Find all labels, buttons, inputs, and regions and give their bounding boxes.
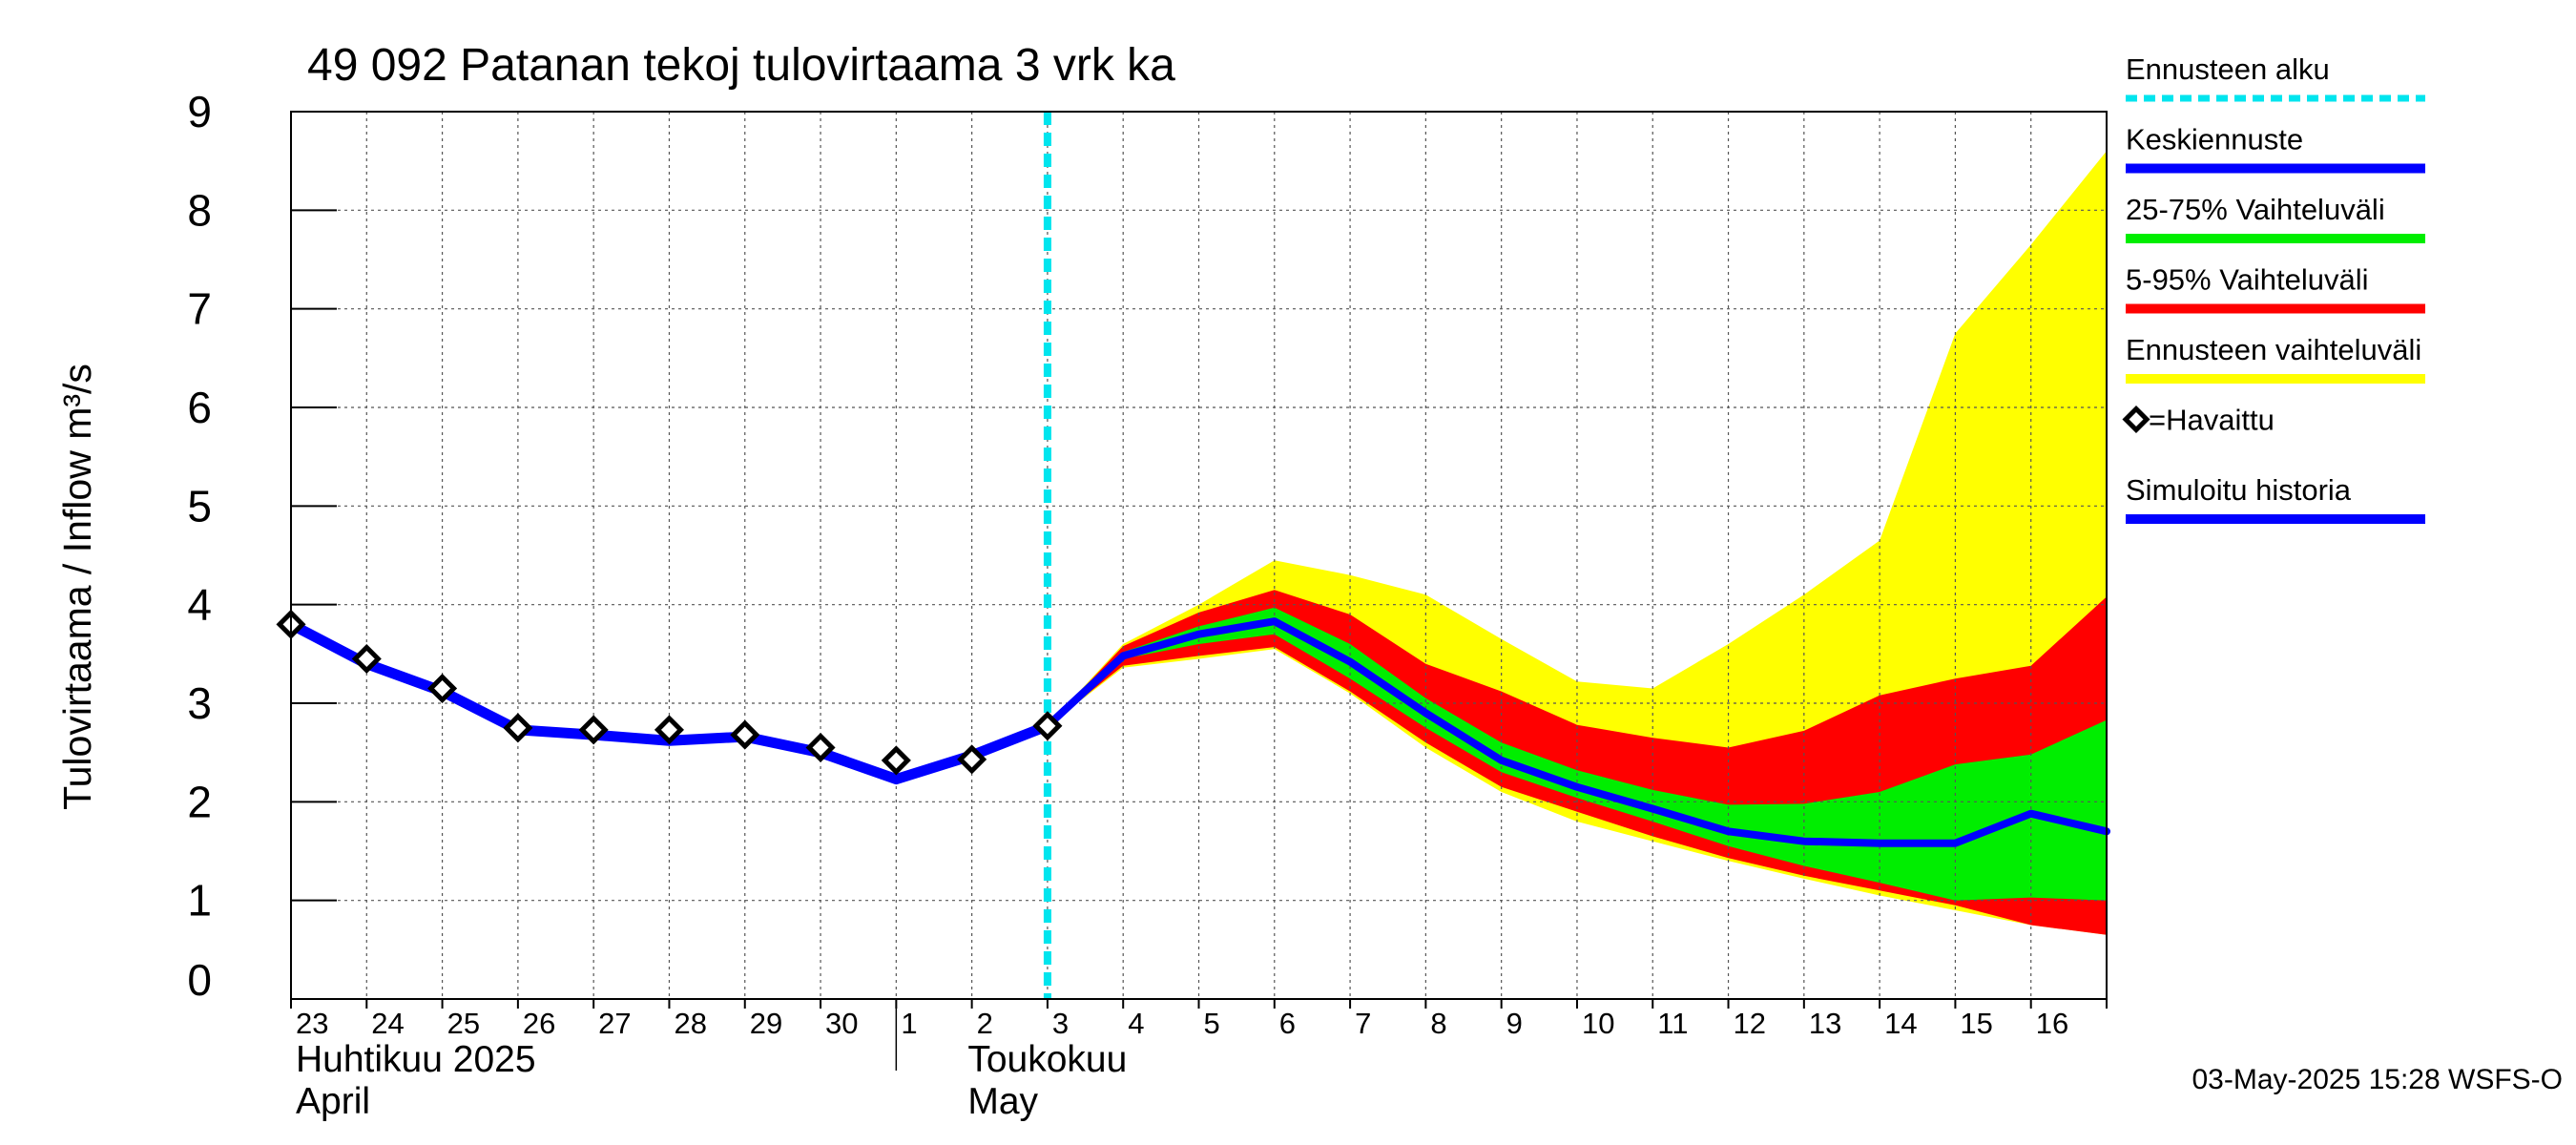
observed-point: [351, 643, 382, 675]
month-label: Toukokuu: [967, 1039, 1127, 1080]
legend-label: =Havaittu: [2149, 404, 2275, 437]
y-tick-label: 5: [187, 481, 212, 531]
y-tick-label: 8: [187, 185, 212, 235]
legend-label: Simuloitu historia: [2126, 473, 2352, 507]
y-tick-label: 9: [187, 87, 212, 136]
y-axis-label: Tulovirtaama / Inflow m³/s: [55, 364, 99, 810]
observed-point: [730, 719, 760, 750]
x-tick-label: 16: [2036, 1007, 2068, 1040]
x-tick-label: 14: [1884, 1007, 1917, 1040]
y-tick-label: 1: [187, 876, 212, 926]
observed-point: [427, 673, 458, 704]
x-tick-label: 3: [1052, 1007, 1069, 1040]
observed-point: [578, 715, 609, 745]
legend-label: 25-75% Vaihteluväli: [2126, 193, 2385, 226]
chart-title: 49 092 Patanan tekoj tulovirtaama 3 vrk …: [307, 40, 1175, 91]
legend: Ennusteen alku Keskiennuste 25-75% Vaihtel…: [2122, 52, 2425, 524]
legend-label: Keskiennuste: [2126, 123, 2303, 156]
x-tick-label: 6: [1279, 1007, 1296, 1040]
x-tick-label: 11: [1657, 1007, 1688, 1040]
x-tick-label: 5: [1204, 1007, 1220, 1040]
x-tick-label: 26: [523, 1007, 555, 1040]
x-tick-label: 23: [296, 1007, 328, 1040]
month-label-en: May: [967, 1081, 1038, 1122]
legend-label: Ennusteen alku: [2126, 52, 2330, 86]
observed-point: [881, 745, 911, 776]
x-tick-label: 1: [901, 1007, 917, 1040]
x-tick-label: 13: [1809, 1007, 1841, 1040]
y-tick-label: 7: [187, 284, 212, 334]
observed-point: [1032, 711, 1063, 741]
band-25-75: [1047, 607, 2107, 901]
x-tick-label: 2: [977, 1007, 993, 1040]
y-tick-label: 0: [187, 955, 212, 1005]
x-tick-label: 24: [371, 1007, 404, 1040]
x-tick-label: 8: [1430, 1007, 1446, 1040]
observed-point: [503, 713, 533, 743]
x-tick-label: 28: [674, 1007, 706, 1040]
observed-point: [957, 744, 987, 775]
y-tick-label: 3: [187, 678, 212, 728]
x-tick-label: 30: [825, 1007, 858, 1040]
y-tick-label: 6: [187, 383, 212, 432]
month-label: Huhtikuu 2025: [296, 1039, 536, 1080]
y-tick-label: 4: [187, 580, 212, 630]
observed-point: [654, 715, 684, 745]
x-tick-label: 25: [447, 1007, 480, 1040]
legend-label: 5-95% Vaihteluväli: [2126, 263, 2368, 297]
observed-point: [805, 732, 836, 763]
x-tick-label: 10: [1582, 1007, 1614, 1040]
footer-timestamp: 03-May-2025 15:28 WSFS-O: [2192, 1064, 2564, 1095]
x-tick-label: 4: [1128, 1007, 1144, 1040]
median-forecast-line: [1043, 617, 2110, 847]
x-tick-label: 15: [1960, 1007, 1992, 1040]
x-tick-label: 29: [750, 1007, 782, 1040]
legend-marker: [2122, 405, 2150, 434]
forecast-bands: [1047, 151, 2107, 935]
month-label-en: April: [296, 1081, 370, 1122]
legend-label: Ennusteen vaihteluväli: [2126, 333, 2421, 366]
x-tick-label: 27: [598, 1007, 631, 1040]
x-tick-label: 7: [1355, 1007, 1371, 1040]
x-tick-label: 12: [1734, 1007, 1766, 1040]
y-tick-label: 2: [187, 777, 212, 826]
x-tick-label: 9: [1506, 1007, 1523, 1040]
